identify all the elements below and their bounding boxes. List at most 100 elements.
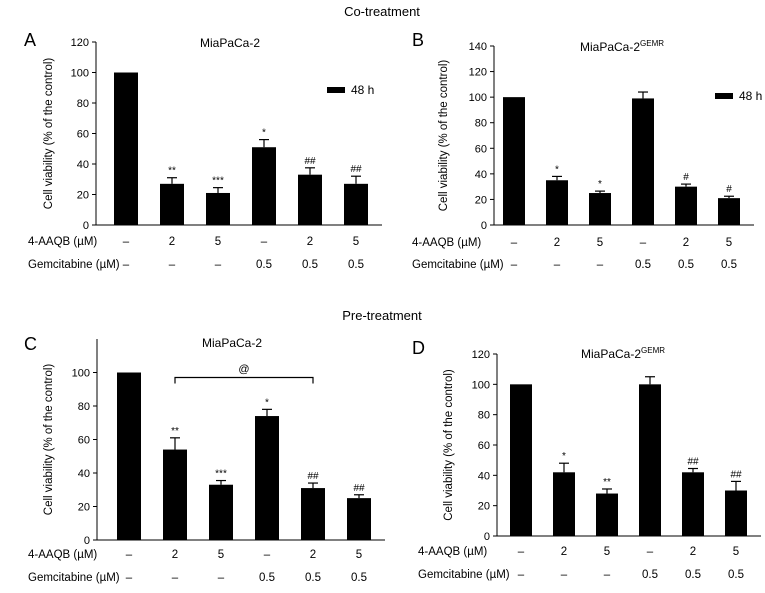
significance-mark: ** xyxy=(171,426,179,437)
y-tick-label: 60 xyxy=(77,129,89,141)
bar xyxy=(718,198,740,225)
panel-letter: B xyxy=(412,30,424,50)
significance-mark: ## xyxy=(350,164,362,175)
panel-title-main: MiaPaCa-2 xyxy=(581,347,641,361)
treatment-row-label: Gemcitabine (µM) xyxy=(412,259,504,271)
treatment-row-value: – xyxy=(511,259,518,271)
y-tick-label: 120 xyxy=(71,37,89,49)
y-tick-label: 20 xyxy=(478,501,490,513)
panel-title-main: MiaPaCa-2 xyxy=(202,336,262,350)
bar xyxy=(347,498,371,540)
treatment-row-label: 4-AAQB (µM) xyxy=(28,236,97,248)
y-tick-label: 100 xyxy=(71,68,89,80)
legend-label: 48 h xyxy=(739,89,762,103)
y-tick-label: 0 xyxy=(84,535,90,547)
treatment-row-value: 2 xyxy=(310,549,316,561)
treatment-row-value: 0.5 xyxy=(635,259,651,271)
bar xyxy=(725,490,747,536)
treatment-row-value: 5 xyxy=(215,236,221,248)
legend-swatch xyxy=(327,87,345,93)
y-tick-label: 0 xyxy=(484,531,490,543)
treatment-row-value: – xyxy=(123,236,130,248)
y-tick-label: 100 xyxy=(72,368,90,380)
y-tick-label: 20 xyxy=(77,190,89,202)
significance-mark: * xyxy=(562,451,566,462)
treatment-row-value: 2 xyxy=(690,546,696,558)
bar xyxy=(596,493,618,536)
treatment-row-value: 0.5 xyxy=(259,572,275,584)
treatment-row-value: – xyxy=(511,237,518,249)
treatment-row-value: 0.5 xyxy=(302,259,318,271)
treatment-row-value: 0.5 xyxy=(642,569,658,581)
bar xyxy=(589,193,611,225)
y-tick-label: 40 xyxy=(475,169,487,181)
treatment-row-value: 2 xyxy=(554,237,560,249)
panel-letter: D xyxy=(412,338,425,358)
bar xyxy=(160,183,184,225)
panel-a: A MiaPaCa-2 0 20 40 60 80 100 120 Cell viability … xyxy=(24,30,382,271)
bar xyxy=(117,372,141,540)
treatment-row-value: 5 xyxy=(356,549,362,561)
treatment-row-label: 4-AAQB (µM) xyxy=(28,549,97,561)
treatment-row-value: – xyxy=(640,237,647,249)
significance-mark: ## xyxy=(307,471,319,482)
treatment-row-label: 4-AAQB (µM) xyxy=(418,546,487,558)
treatment-row-value: – xyxy=(172,572,179,584)
y-tick-label: 60 xyxy=(475,143,487,155)
significance-mark: ## xyxy=(353,483,365,494)
panel-title-main: MiaPaCa-2 xyxy=(580,40,640,54)
y-tick-label: 120 xyxy=(472,349,490,361)
treatment-row-value: – xyxy=(215,259,222,271)
treatment-row-value: – xyxy=(561,569,568,581)
section-title-co-treatment: Co-treatment xyxy=(344,4,420,19)
section-title-pre-treatment: Pre-treatment xyxy=(342,308,422,323)
treatment-row-value: – xyxy=(126,572,133,584)
bar xyxy=(255,416,279,540)
y-tick-label: 0 xyxy=(83,220,89,232)
treatment-row-value: 0.5 xyxy=(351,572,367,584)
treatment-row-value: – xyxy=(126,549,133,561)
treatment-row-value: – xyxy=(604,569,611,581)
significance-mark: ## xyxy=(304,156,316,167)
treatment-row-label: 4-AAQB (µM) xyxy=(412,237,481,249)
bar xyxy=(252,147,276,225)
significance-mark: # xyxy=(726,184,732,195)
bar xyxy=(510,384,532,536)
treatment-row-value: – xyxy=(518,546,525,558)
comparison-bracket xyxy=(174,376,314,384)
panel-d: D MiaPaCa-2GEMR 0 20 40 60 80 100 120 Cell viabil… xyxy=(412,338,761,581)
bar xyxy=(675,186,697,225)
treatment-row-value: 0.5 xyxy=(678,259,694,271)
treatment-row-value: 2 xyxy=(683,237,689,249)
y-tick-label: 100 xyxy=(469,92,487,104)
significance-mark: # xyxy=(683,172,689,183)
bar xyxy=(298,174,322,225)
treatment-row-value: – xyxy=(518,569,525,581)
treatment-row-label: Gemcitabine (µM) xyxy=(418,569,510,581)
panel-b: B MiaPaCa-2GEMR 0 20 40 60 80 100 120 140 Cell via… xyxy=(412,30,762,271)
treatment-row-value: – xyxy=(597,259,604,271)
y-tick-label: 140 xyxy=(469,41,487,53)
y-tick-label: 80 xyxy=(478,410,490,422)
treatment-row-label: Gemcitabine (µM) xyxy=(28,572,120,584)
panel-title: MiaPaCa-2 xyxy=(202,336,262,350)
y-axis-label: Cell viability (% of the control) xyxy=(43,58,55,210)
panel-title: MiaPaCa-2GEMR xyxy=(580,39,664,54)
treatment-row-value: 2 xyxy=(169,236,175,248)
treatment-row-value: 0.5 xyxy=(721,259,737,271)
significance-mark: ## xyxy=(687,457,699,468)
treatment-row-value: – xyxy=(647,546,654,558)
treatment-row-value: – xyxy=(123,259,130,271)
treatment-row-value: 0.5 xyxy=(256,259,272,271)
y-tick-label: 80 xyxy=(78,401,90,413)
significance-mark: ** xyxy=(603,477,611,488)
panel-title-main: MiaPaCa-2 xyxy=(200,36,260,50)
treatment-row-value: 0.5 xyxy=(305,572,321,584)
legend-label: 48 h xyxy=(351,83,374,97)
legend-swatch xyxy=(715,93,733,99)
bar xyxy=(682,472,704,536)
panel-c: C MiaPaCa-2 0 20 40 60 80 100 Cell viability (% … xyxy=(24,334,385,584)
treatment-row-value: 0.5 xyxy=(728,569,744,581)
y-axis-label: Cell viability (% of the control) xyxy=(438,60,450,212)
bracket-label: @ xyxy=(238,364,249,376)
